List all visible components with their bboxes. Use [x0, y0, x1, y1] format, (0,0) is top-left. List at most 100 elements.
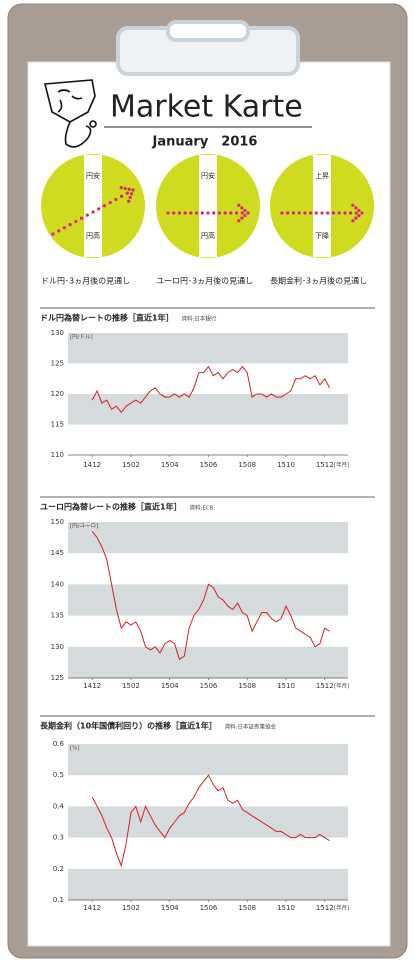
arrow-dot [177, 211, 182, 215]
y-unit: [円/ユーロ] [70, 523, 98, 530]
x-tick-label: 1506 [200, 461, 218, 469]
y-tick-label: 115 [51, 421, 64, 429]
header-title: Market Karte [110, 90, 303, 125]
x-tick-label: 1510 [277, 461, 295, 469]
chart: ドル円為替レートの推移［直近1年］ 資料:日本銀行 110 115 120 125 130 [… [40, 307, 375, 469]
arrow-dot [166, 211, 170, 215]
x-tick-label: 1502 [122, 682, 140, 690]
arrow-dot [237, 203, 241, 207]
y-tick-label: 0.2 [53, 865, 64, 873]
x-tick-label: 1412 [83, 904, 101, 912]
y-tick-label: 0.6 [53, 740, 65, 748]
x-tick-label: 1504 [161, 461, 179, 469]
arrow-dot [354, 206, 358, 210]
gauge-top: 円安 [201, 171, 215, 180]
grid-band [68, 333, 348, 364]
y-tick-label: 120 [51, 390, 64, 398]
arrow-dot [114, 197, 118, 202]
x-tick-label: 1506 [200, 904, 218, 912]
x-tick-label: 1510 [277, 904, 295, 912]
gauge-stripe [84, 155, 102, 257]
arrow-dot [326, 211, 330, 215]
chart-title: ユーロ円為替レートの推移［直近1年］ [40, 502, 182, 512]
arrow-dot [102, 204, 107, 208]
x-tick-label: 1504 [161, 682, 179, 690]
x-tick-label: 1506 [200, 682, 218, 690]
grid-band [68, 522, 348, 554]
grid-band [68, 806, 348, 838]
y-tick-label: 140 [51, 580, 64, 588]
arrow-dot [348, 211, 353, 215]
x-tick-label: 1508 [238, 461, 256, 469]
y-tick-label: 0.1 [53, 896, 64, 904]
arrow-dot [360, 211, 364, 215]
chart-title: 長期金利（10年国債利回り）の推移［直近1年］ [40, 721, 217, 731]
arrow-dot [237, 219, 241, 223]
arrow-dot [91, 210, 95, 214]
gauge-top: 円安 [86, 171, 100, 180]
arrow-dot [286, 211, 290, 215]
arrow-dot [337, 211, 341, 215]
gauge-caption: ドル円･3ヵ月後の見通し [41, 276, 130, 286]
y-tick-label: 150 [51, 518, 64, 526]
arrow-dot [74, 219, 78, 224]
arrow-dot [234, 211, 239, 215]
y-tick-label: 0.4 [53, 802, 65, 810]
arrow-dot [79, 216, 84, 220]
x-tick-label: 1412 [83, 682, 101, 690]
arrow-dot [351, 219, 355, 223]
line [91, 531, 330, 661]
y-unit: [%] [70, 746, 80, 752]
chart-source: 資料:ECB [190, 504, 214, 512]
arrow-dot [354, 216, 358, 220]
grid-band [68, 394, 348, 425]
arrow-dot [243, 213, 247, 218]
arrow-dot [108, 200, 112, 205]
arrow-dot [119, 194, 124, 198]
gauge-stripe [313, 155, 331, 257]
logo [43, 79, 97, 148]
arrow-dot [314, 211, 318, 215]
arrow-dot [206, 211, 210, 215]
arrow-dot [212, 211, 216, 215]
arrow-dot [331, 211, 336, 215]
arrow-dot [240, 216, 244, 220]
arrow-dot [125, 191, 129, 195]
y-tick-label: 0.5 [53, 771, 64, 779]
arrow-dot [68, 222, 72, 227]
arrow-dot [131, 188, 135, 192]
chart: 長期金利（10年国債利回り）の推移［直近1年］ 資料:日本証券業協会 0.1 0.2 0… [40, 715, 375, 912]
x-tick-label: 1512 [316, 682, 334, 690]
grid-band [68, 868, 348, 900]
arrow-dot [291, 211, 296, 215]
y-tick-label: 110 [51, 451, 64, 459]
arrow-dot [172, 211, 176, 215]
y-tick-label: 135 [51, 612, 64, 620]
x-tick-label: 1508 [238, 682, 256, 690]
x-tick-label: 1502 [122, 461, 140, 469]
arrow-dot [223, 211, 227, 215]
chart: ユーロ円為替レートの推移［直近1年］ 資料:ECB 125 130 135 140 145 1… [40, 496, 375, 690]
clip [116, 20, 300, 76]
arrow-dot [123, 186, 127, 191]
gauge-stripe [199, 155, 217, 257]
arrow-dot [128, 195, 132, 200]
x-unit: [年月] [334, 682, 349, 690]
arrow-dot [62, 226, 67, 230]
y-tick-label: 130 [51, 329, 64, 337]
grid-band [68, 584, 348, 616]
arrow-dot [357, 208, 361, 213]
grid-band [68, 646, 348, 678]
x-tick-label: 1512 [316, 904, 334, 912]
arrow-dot [351, 203, 355, 207]
x-tick-label: 1510 [277, 682, 295, 690]
arrow-dot [200, 211, 204, 215]
arrow-dot [189, 211, 193, 215]
arrow-dot [51, 232, 55, 236]
arrow-dot [303, 211, 307, 215]
arrow-dot [246, 211, 250, 215]
line [91, 774, 330, 868]
gauge-bottom: 円高 [86, 231, 100, 240]
grid-band [68, 744, 348, 776]
